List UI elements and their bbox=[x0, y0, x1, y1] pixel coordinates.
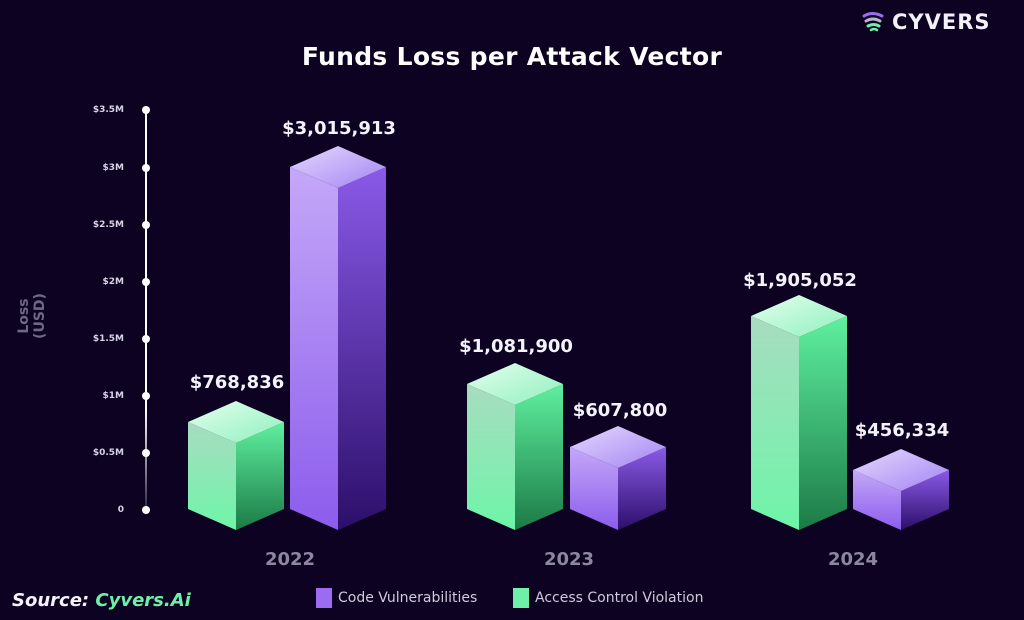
legend-swatch-green bbox=[513, 588, 529, 608]
y-tick-dot bbox=[142, 164, 150, 172]
y-tick-dot bbox=[142, 335, 150, 343]
y-tick-label: $0.5M bbox=[92, 448, 124, 458]
y-tick-dot bbox=[142, 106, 150, 114]
y-tick-dot bbox=[142, 221, 150, 229]
y-tick-label: $2.5M bbox=[92, 220, 124, 230]
y-tick-dot bbox=[142, 278, 150, 286]
legend-label: Access Control Violation bbox=[535, 590, 704, 606]
y-tick-label: $1M bbox=[102, 391, 124, 401]
bar-2024-access-control bbox=[751, 295, 847, 530]
cyvers-logo-icon bbox=[862, 12, 884, 32]
bar-2022-access-control bbox=[188, 401, 284, 530]
legend-swatch-purple bbox=[316, 588, 332, 608]
y-axis-line bbox=[145, 110, 147, 510]
value-label-2024-access-control: $1,905,052 bbox=[743, 270, 857, 291]
legend-label: Code Vulnerabilities bbox=[338, 590, 478, 606]
source-credit: Source: Cyvers.Ai bbox=[12, 590, 191, 611]
y-tick-dot bbox=[142, 506, 150, 514]
bar-2024-code-vulnerabilities bbox=[853, 449, 949, 530]
bar-2023-code-vulnerabilities bbox=[570, 426, 666, 530]
legend-item-access-control: Access Control Violation bbox=[513, 588, 703, 608]
value-label-2024-code-vulnerabilities: $456,334 bbox=[854, 420, 950, 441]
brand-logo: CYVERS bbox=[862, 10, 991, 34]
y-tick-label: $3M bbox=[102, 163, 124, 173]
value-label-2022-access-control: $768,836 bbox=[189, 372, 285, 393]
y-tick-label: $2M bbox=[102, 277, 124, 287]
bar-2023-access-control bbox=[467, 363, 563, 530]
y-tick-dot bbox=[142, 392, 150, 400]
x-category-label: 2022 bbox=[264, 549, 316, 570]
source-label: Source: bbox=[12, 590, 90, 611]
chart-title: Funds Loss per Attack Vector bbox=[301, 42, 723, 71]
value-label-2023-access-control: $1,081,900 bbox=[459, 336, 573, 357]
y-tick-label: $3.5M bbox=[92, 105, 124, 115]
source-name: Cyvers.Ai bbox=[95, 590, 191, 611]
brand-name: CYVERS bbox=[892, 10, 991, 34]
value-label-2023-code-vulnerabilities: $607,800 bbox=[572, 400, 668, 421]
bar-2022-code-vulnerabilities bbox=[290, 146, 386, 530]
x-category-label: 2023 bbox=[543, 549, 595, 570]
x-category-label: 2024 bbox=[827, 549, 879, 570]
y-tick-label: 0 bbox=[117, 505, 124, 515]
legend-item-code-vulnerabilities: Code Vulnerabilities bbox=[316, 588, 477, 608]
y-tick-label: $1.5M bbox=[92, 334, 124, 344]
y-tick-dot bbox=[142, 449, 150, 457]
value-label-2022-code-vulnerabilities: $3,015,913 bbox=[282, 118, 396, 139]
